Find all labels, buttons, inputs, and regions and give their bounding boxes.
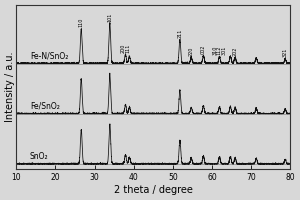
Text: 002: 002 (201, 45, 206, 54)
Text: SnO₂: SnO₂ (30, 152, 49, 161)
Text: 110: 110 (79, 18, 84, 27)
Text: 310
112
301: 310 112 301 (213, 46, 226, 55)
Text: Fe-N/SnO₂: Fe-N/SnO₂ (30, 51, 68, 60)
Text: Fe/SnO₂: Fe/SnO₂ (30, 101, 60, 110)
Text: 200
111: 200 111 (121, 44, 130, 53)
Text: 220: 220 (189, 46, 194, 56)
Text: 211: 211 (177, 29, 182, 38)
Y-axis label: Intensity / a.u.: Intensity / a.u. (5, 51, 15, 122)
Text: 202: 202 (232, 46, 238, 56)
X-axis label: 2 theta / degree: 2 theta / degree (114, 185, 193, 195)
Text: 321: 321 (283, 48, 288, 57)
Text: 101: 101 (107, 12, 112, 22)
